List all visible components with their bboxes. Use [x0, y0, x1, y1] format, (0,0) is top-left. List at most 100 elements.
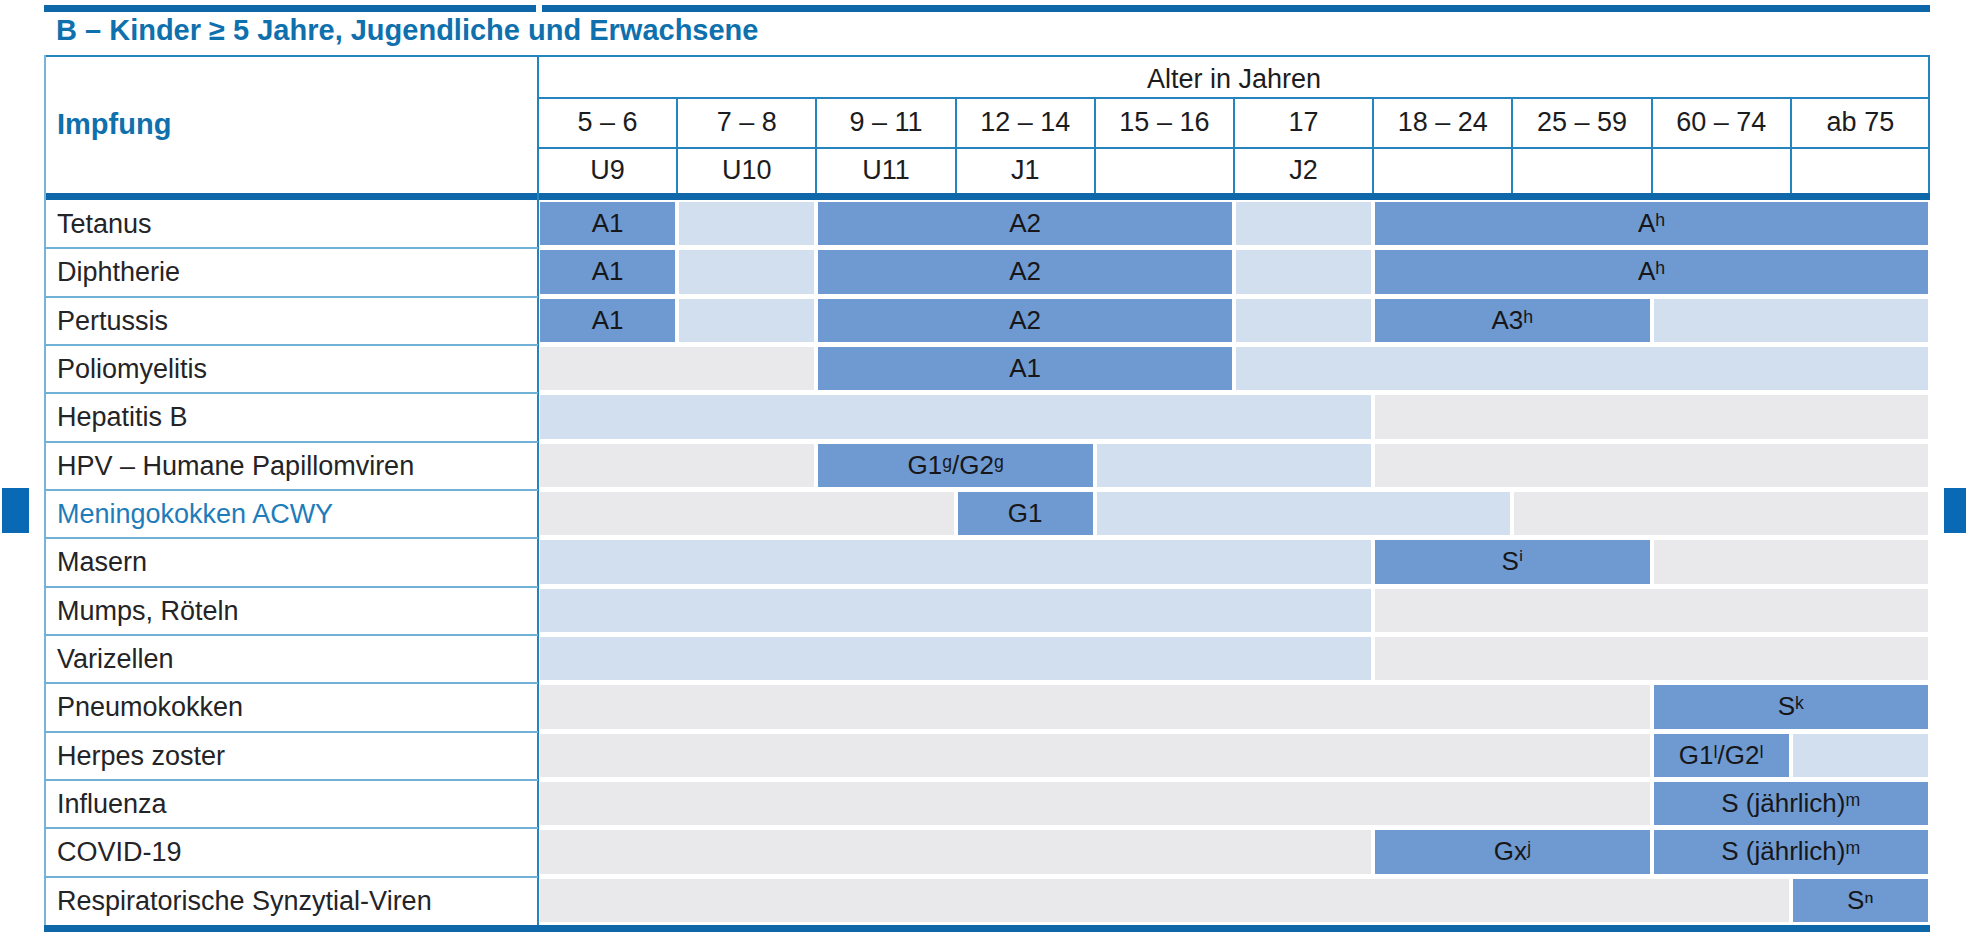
row-label-mumps-r-teln: Mumps, Röteln	[44, 587, 538, 635]
schedule-cell-diphtherie-1	[679, 250, 814, 293]
schedule-cell-pertussis-5	[1654, 299, 1928, 342]
row-separator	[44, 779, 538, 781]
schedule-cell-influenza-0	[540, 782, 1650, 825]
age-column-17: 17	[1234, 98, 1373, 147]
row-separator	[44, 634, 538, 636]
row-label-influenza: Influenza	[44, 780, 538, 828]
row-separator	[44, 827, 538, 829]
schedule-cell-covid-19-2: S (jährlich)ᵐ	[1654, 830, 1928, 873]
header-column-line	[1094, 97, 1096, 193]
schedule-cell-influenza-1: S (jährlich)ᵐ	[1654, 782, 1928, 825]
row-separator	[44, 682, 538, 684]
schedule-cell-respiratorische-synzytial-viren-0	[540, 879, 1789, 922]
schedule-cell-mumps-r-teln-1	[1375, 589, 1928, 632]
schedule-cell-covid-19-0	[540, 830, 1371, 873]
schedule-cell-pneumokokken-1: Sᵏ	[1654, 685, 1928, 728]
age-column-18-24: 18 – 24	[1373, 98, 1512, 147]
schedule-cell-respiratorische-synzytial-viren-1: Sⁿ	[1793, 879, 1928, 922]
exam-label-u9: U9	[538, 148, 677, 193]
schedule-cell-diphtherie-2: A2	[818, 250, 1232, 293]
schedule-cell-herpes-zoster-2	[1793, 734, 1928, 777]
header-bottom-rule	[44, 193, 1930, 200]
schedule-cell-masern-1: Sⁱ	[1375, 540, 1649, 583]
schedule-cell-herpes-zoster-1: G1ˡ/G2ˡ	[1654, 734, 1789, 777]
schedule-cell-diphtherie-4: Aʰ	[1375, 250, 1928, 293]
exam-label-u10: U10	[677, 148, 816, 193]
schedule-cell-mumps-r-teln-0	[540, 589, 1371, 632]
row-label-herpes-zoster: Herpes zoster	[44, 732, 538, 780]
schedule-cell-tetanus-2: A2	[818, 202, 1232, 245]
exam-label-u11: U11	[816, 148, 955, 193]
row-label-tetanus: Tetanus	[44, 200, 538, 248]
right-edge-marker	[1944, 488, 1966, 533]
exam-label-empty-7	[1512, 148, 1651, 193]
age-column-9-11: 9 – 11	[816, 98, 955, 147]
header-column-line	[1651, 97, 1653, 193]
schedule-cell-meningokokken-acwy-1: G1	[958, 492, 1093, 535]
schedule-cell-herpes-zoster-0	[540, 734, 1650, 777]
row-label-pertussis: Pertussis	[44, 297, 538, 345]
header-column-line	[1511, 97, 1513, 193]
row-label-meningokokken-acwy: Meningokokken ACWY	[44, 490, 538, 538]
schedule-cell-tetanus-1	[679, 202, 814, 245]
exam-label-empty-4	[1095, 148, 1234, 193]
schedule-cell-poliomyelitis-0	[540, 347, 814, 390]
table-top-border-left	[44, 5, 536, 12]
row-separator	[44, 344, 538, 346]
age-column-25-59: 25 – 59	[1512, 98, 1651, 147]
row-label-masern: Masern	[44, 538, 538, 586]
schedule-cell-hpv-humane-papillomviren-1: G1ᵍ/G2ᵍ	[818, 444, 1092, 487]
schedule-cell-covid-19-1: Gxʲ	[1375, 830, 1649, 873]
age-column-12-14: 12 – 14	[956, 98, 1095, 147]
schedule-cell-varizellen-1	[1375, 637, 1928, 680]
header-column-line	[955, 97, 957, 193]
schedule-cell-hpv-humane-papillomviren-2	[1097, 444, 1371, 487]
schedule-cell-hpv-humane-papillomviren-0	[540, 444, 814, 487]
schedule-cell-hepatitis-b-1	[1375, 395, 1928, 438]
schedule-cell-varizellen-0	[540, 637, 1371, 680]
row-label-varizellen: Varizellen	[44, 635, 538, 683]
row-label-covid-19: COVID-19	[44, 828, 538, 876]
row-label-poliomyelitis: Poliomyelitis	[44, 345, 538, 393]
row-separator	[44, 537, 538, 539]
schedule-cell-poliomyelitis-1: A1	[818, 347, 1232, 390]
row-separator	[44, 392, 538, 394]
row-label-pneumokokken: Pneumokokken	[44, 683, 538, 731]
row-separator	[44, 247, 538, 249]
schedule-cell-pertussis-3	[1236, 299, 1371, 342]
table-bottom-rule	[44, 925, 1930, 932]
row-separator	[44, 441, 538, 443]
header-column-line	[1233, 97, 1235, 193]
row-label-hepatitis-b: Hepatitis B	[44, 393, 538, 441]
header-column-line	[1790, 97, 1792, 193]
age-column-15-16: 15 – 16	[1095, 98, 1234, 147]
schedule-cell-masern-0	[540, 540, 1371, 583]
schedule-cell-pertussis-4: A3ʰ	[1375, 299, 1649, 342]
schedule-cell-poliomyelitis-2	[1236, 347, 1928, 390]
row-separator	[44, 489, 538, 491]
row-separator	[44, 731, 538, 733]
impfung-column-header: Impfung	[57, 55, 171, 193]
exam-label-j1: J1	[956, 148, 1095, 193]
document-page: { "title": "B – Kinder ≥ 5 Jahre, Jugend…	[0, 0, 1966, 951]
exam-label-empty-9	[1791, 148, 1930, 193]
schedule-cell-tetanus-3	[1236, 202, 1371, 245]
left-edge-marker	[2, 488, 29, 533]
header-column-line	[815, 97, 817, 193]
header-column-line	[1372, 97, 1374, 193]
row-label-hpv-humane-papillomviren: HPV – Humane Papillomviren	[44, 442, 538, 490]
schedule-cell-masern-2	[1654, 540, 1928, 583]
schedule-cell-hpv-humane-papillomviren-3	[1375, 444, 1928, 487]
age-column-ab-75: ab 75	[1791, 98, 1930, 147]
schedule-cell-pertussis-0: A1	[540, 299, 675, 342]
schedule-cell-meningokokken-acwy-2	[1097, 492, 1511, 535]
exam-label-j2: J2	[1234, 148, 1373, 193]
schedule-cell-tetanus-4: Aʰ	[1375, 202, 1928, 245]
row-label-diphtherie: Diphtherie	[44, 248, 538, 296]
age-column-60-74: 60 – 74	[1652, 98, 1791, 147]
age-column-7-8: 7 – 8	[677, 98, 816, 147]
age-header: Alter in Jahren	[538, 55, 1930, 98]
schedule-cell-meningokokken-acwy-0	[540, 492, 954, 535]
header-column-line	[676, 97, 678, 193]
schedule-cell-diphtherie-3	[1236, 250, 1371, 293]
